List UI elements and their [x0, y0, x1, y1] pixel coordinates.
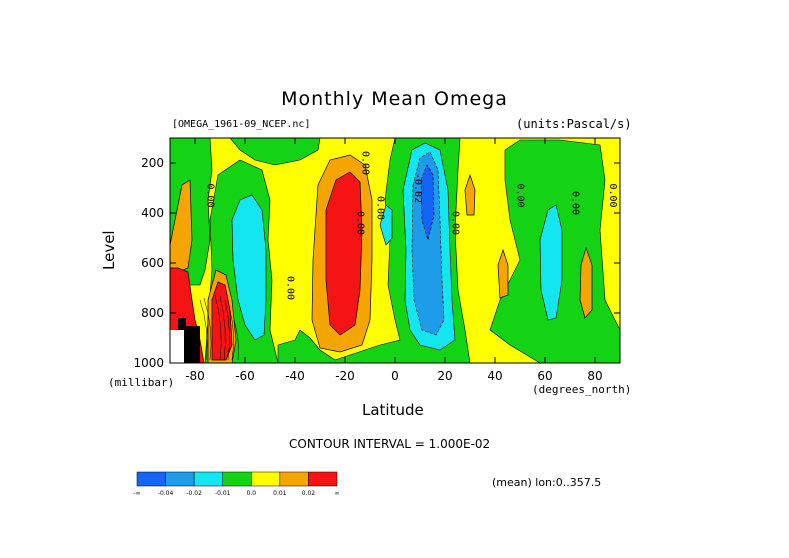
field-red-south-low	[211, 281, 233, 361]
y-tick-label: 200	[141, 156, 164, 170]
colorbar-swatch	[165, 471, 195, 487]
chart-title: Monthly Mean Omega	[281, 88, 508, 110]
colorbar-label: -0.04	[158, 490, 174, 497]
dense-contours	[199, 294, 239, 361]
colorbar-swatch	[136, 471, 166, 487]
y-tick-label: 800	[141, 306, 164, 320]
colorbar-label: 0.02	[302, 490, 316, 497]
y-axis-unit: (millibar)	[108, 376, 175, 389]
units-label: (units:Pascal/s)	[516, 117, 632, 131]
contour-label: -0.02	[412, 173, 423, 203]
colorbar-swatch	[308, 471, 338, 487]
colorbar-swatch	[193, 471, 223, 487]
y-axis: 200 400 600 800 1000	[133, 156, 620, 370]
terrain-mask-white	[170, 330, 184, 363]
contour-label: 0.00	[285, 276, 296, 300]
contour-label: 0.00	[570, 191, 581, 215]
contour-label: 0.00	[375, 196, 386, 220]
mean-label: (mean) lon:0..357.5	[492, 476, 602, 489]
contour-label: 0.00	[607, 183, 618, 207]
field-cyan-north	[539, 204, 563, 321]
x-tick-label: -20	[335, 369, 355, 383]
colorbar-swatch	[222, 471, 252, 487]
field-red-subtropics	[325, 171, 363, 336]
colorbar: -∞ -0.04 -0.02 -0.01 0.0 0.01 0.02 ∞	[133, 471, 340, 497]
y-tick-label: 400	[141, 206, 164, 220]
x-axis: -80 -60 -40 -20 0 20 40 60 80	[185, 138, 603, 383]
colorbar-swatch	[251, 471, 281, 487]
contour-labels: 0.00 0.00 0.00 0.00 0.00 -0.02 0.00 0.00 0.00 0.0…	[205, 151, 619, 300]
contour-label: 0.00	[205, 183, 216, 207]
colorbar-label: 0.01	[273, 490, 287, 497]
file-label: [OMEGA_1961-09_NCEP.nc]	[172, 119, 311, 130]
y-tick-label: 1000	[133, 356, 164, 370]
field-green-top-left	[229, 138, 321, 166]
x-tick-label: 40	[487, 369, 502, 383]
x-tick-label: 60	[537, 369, 552, 383]
colorbar-label: -∞	[133, 490, 140, 497]
field-orange-north-c	[464, 173, 476, 216]
plot-area	[170, 138, 620, 363]
contour-label: 0.00	[355, 211, 366, 235]
contour-label: 0.00	[360, 151, 371, 175]
colorbar-label: ∞	[335, 490, 340, 497]
x-axis-label: Latitude	[362, 401, 424, 419]
colorbar-label: -0.01	[215, 490, 231, 497]
field-darkblue-tropics	[420, 164, 435, 242]
x-tick-label: -60	[235, 369, 255, 383]
x-tick-label: 80	[587, 369, 602, 383]
contour-interval-label: CONTOUR INTERVAL = 1.000E-02	[289, 437, 491, 451]
field-orange-north-a	[497, 248, 509, 299]
x-tick-label: 20	[437, 369, 452, 383]
x-tick-label: -80	[185, 369, 205, 383]
contour-label: 0.00	[450, 211, 461, 235]
x-axis-unit: (degrees_north)	[532, 383, 632, 396]
field-cyan-south	[231, 194, 267, 341]
x-tick-label: -40	[285, 369, 305, 383]
contour-label: 0.00	[515, 183, 526, 207]
colorbar-label: 0.0	[247, 490, 257, 497]
field-orange-north-b	[579, 246, 593, 319]
colorbar-label: -0.02	[186, 490, 202, 497]
field-cyan-mid	[379, 204, 393, 246]
field-blue-tropics	[411, 151, 445, 336]
y-tick-label: 600	[141, 256, 164, 270]
colorbar-swatch	[279, 471, 309, 487]
x-tick-label: 0	[391, 369, 399, 383]
